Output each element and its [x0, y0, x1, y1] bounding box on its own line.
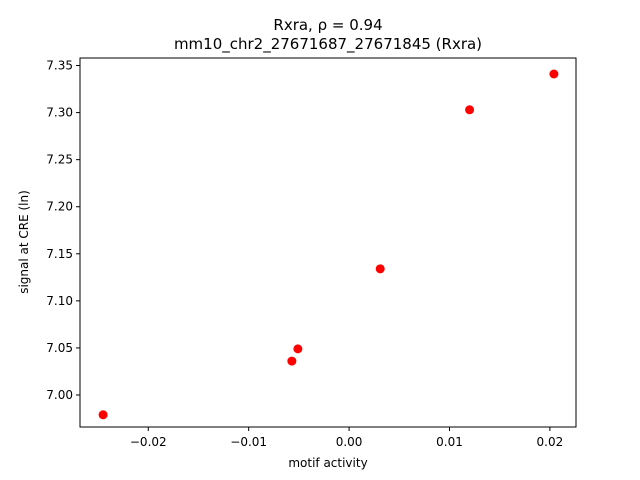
data-points: [98, 69, 559, 420]
x-tick-label: 0.01: [436, 435, 463, 449]
data-point: [293, 344, 303, 354]
y-tick-label: 7.05: [46, 341, 73, 355]
chart-subtitle: mm10_chr2_27671687_27671845 (Rxra): [174, 35, 482, 54]
y-tick-label: 7.10: [46, 294, 73, 308]
data-point: [287, 356, 297, 366]
x-axis-ticks: −0.02 −0.01 0.00 0.01 0.02: [130, 427, 563, 449]
y-tick-label: 7.15: [46, 247, 73, 261]
x-tick-label: −0.01: [230, 435, 267, 449]
y-tick-label: 7.30: [46, 106, 73, 120]
x-tick-label: −0.02: [130, 435, 167, 449]
x-tick-label: 0.00: [336, 435, 363, 449]
y-tick-label: 7.35: [46, 59, 73, 73]
y-tick-label: 7.25: [46, 153, 73, 167]
y-tick-label: 7.20: [46, 200, 73, 214]
data-point: [549, 69, 559, 79]
x-axis-label: motif activity: [288, 456, 367, 470]
data-point: [375, 264, 385, 274]
chart-title: Rxra, ρ = 0.94: [273, 16, 382, 34]
y-axis-label: signal at CRE (ln): [17, 190, 31, 294]
x-tick-label: 0.02: [537, 435, 564, 449]
data-point: [465, 105, 475, 115]
data-point: [98, 410, 108, 420]
y-tick-label: 7.00: [46, 388, 73, 402]
plot-frame: [79, 57, 577, 428]
y-axis-ticks: 7.00 7.05 7.10 7.15 7.20 7.25 7.30 7.35: [46, 59, 80, 402]
